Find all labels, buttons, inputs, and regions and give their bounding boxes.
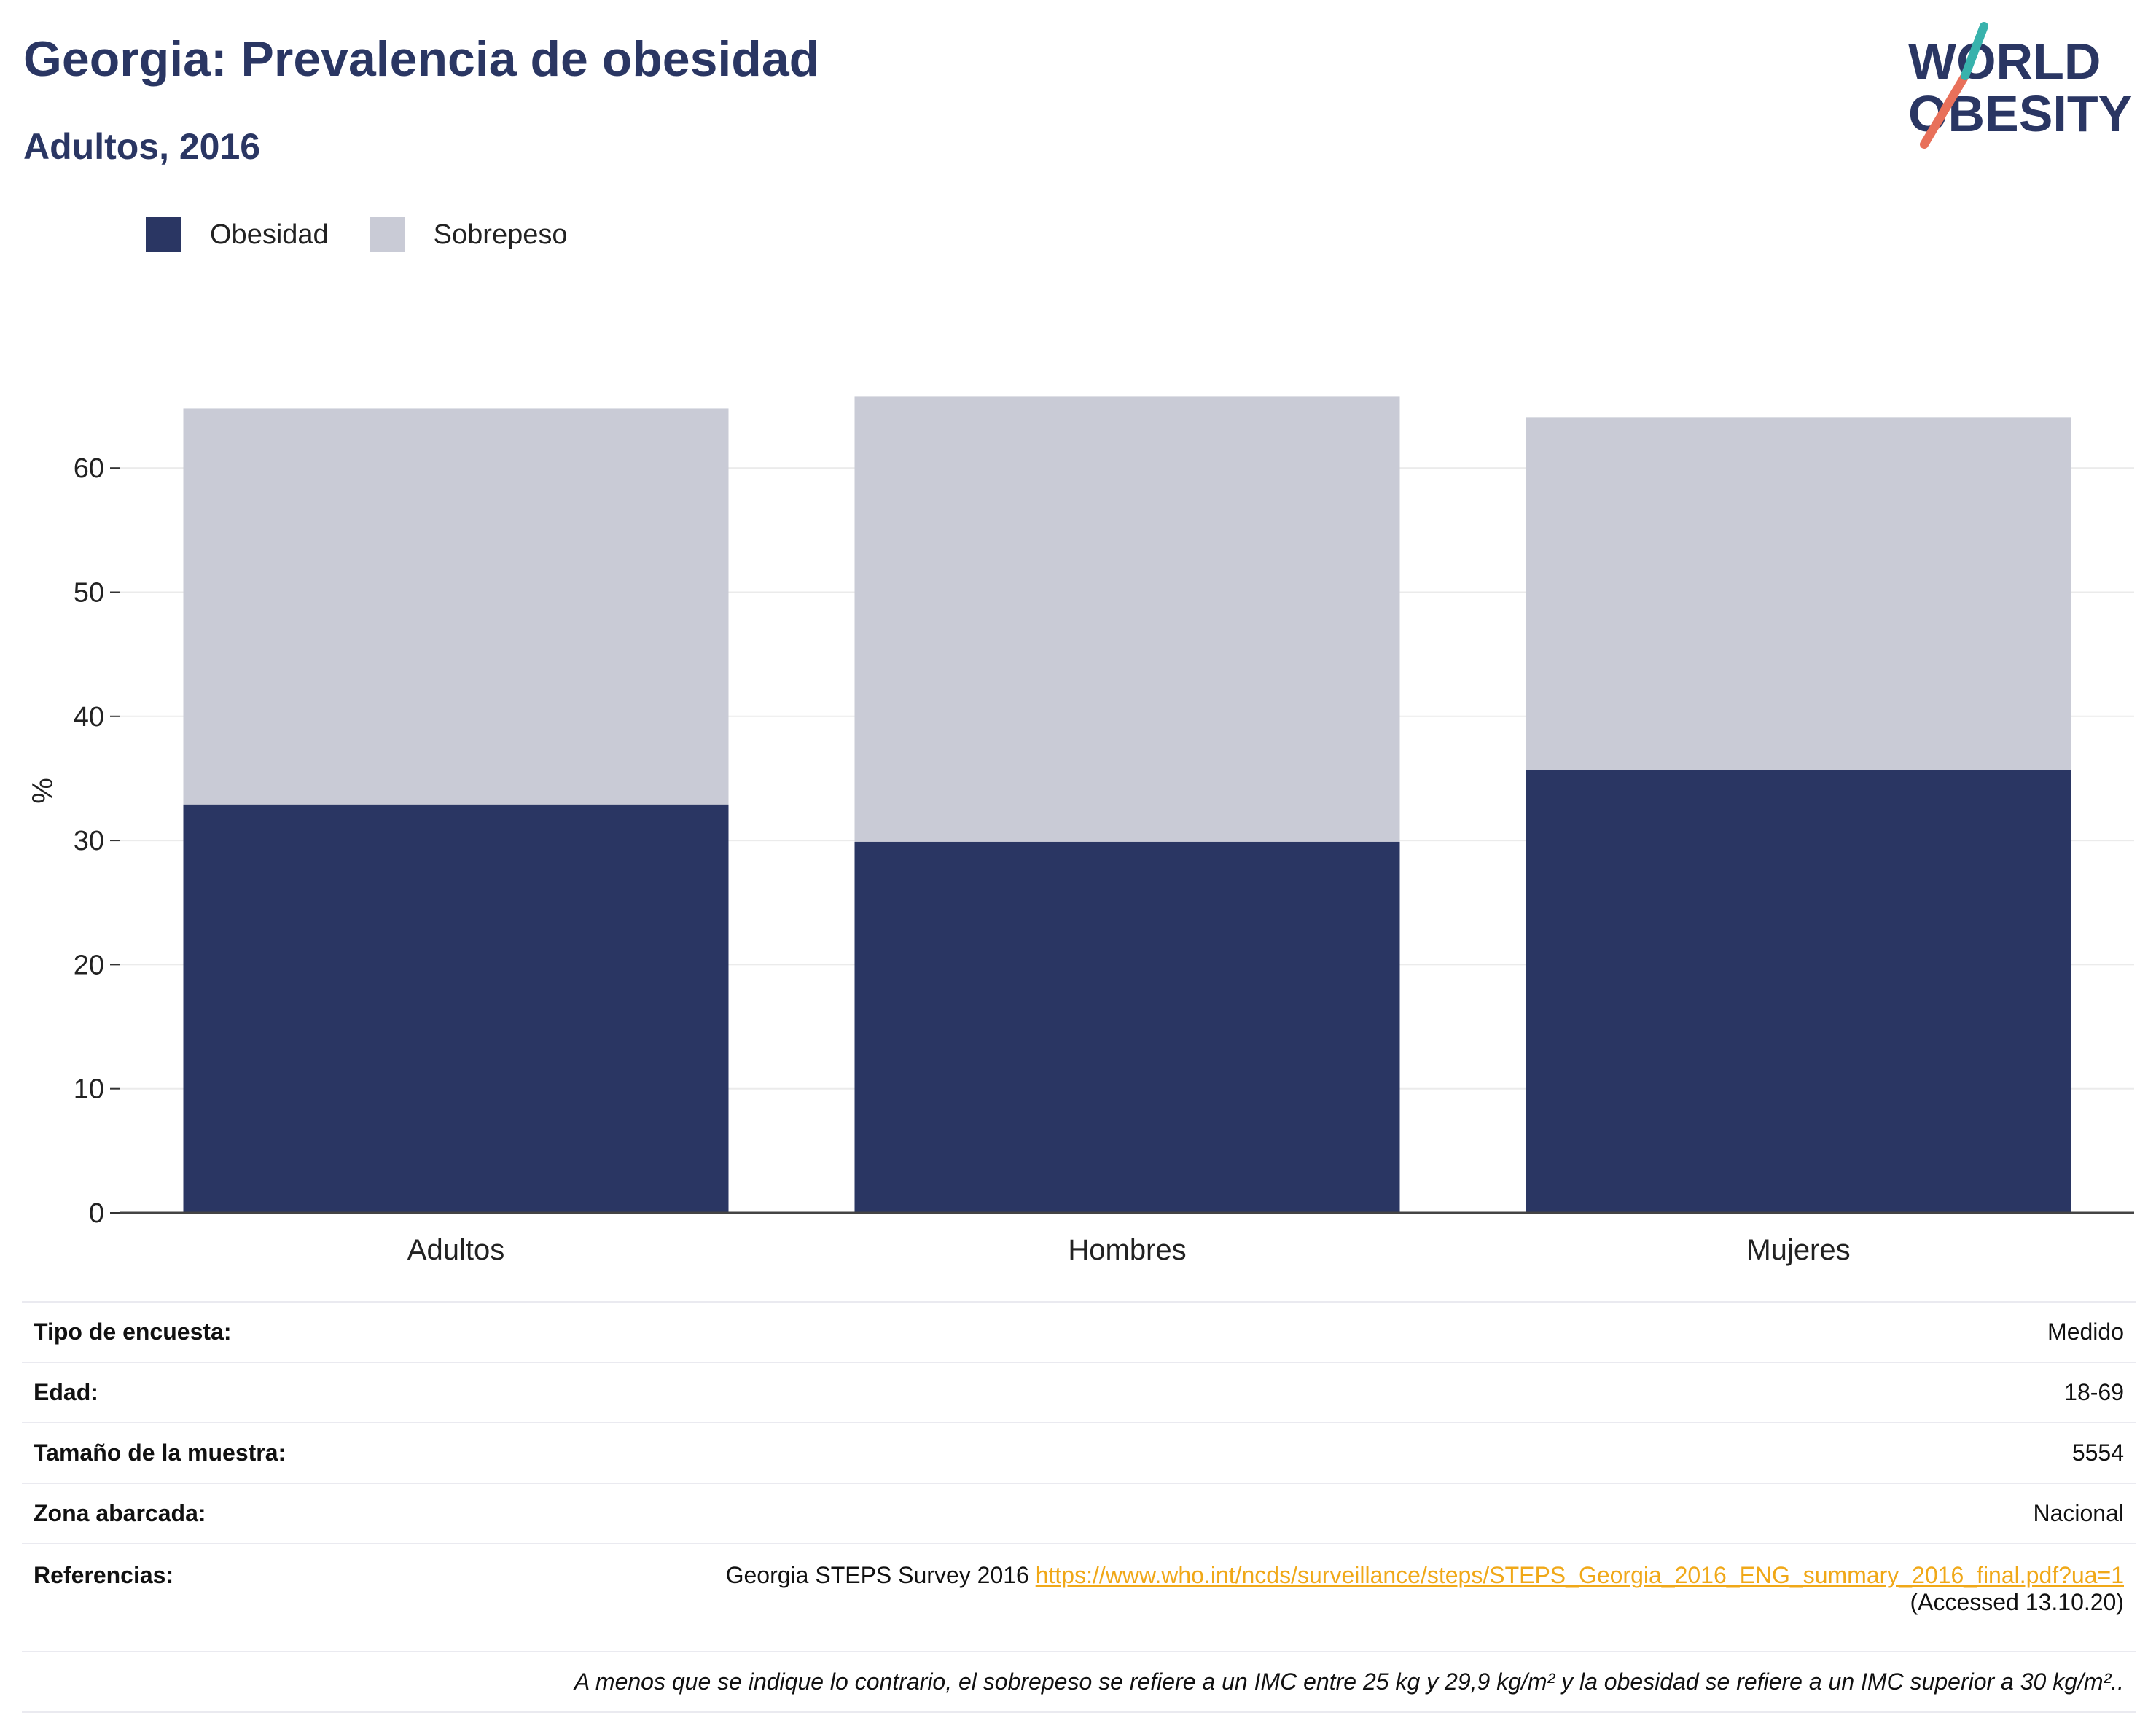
legend-label-obesidad: Obesidad xyxy=(210,219,329,250)
logo-line1: WORLD xyxy=(1908,33,2101,90)
stacked-bar-chart: 0 10 20 30 40 50 60 Adultos Hombres Mujeres % xyxy=(27,396,2134,1266)
y-tick-label: 10 xyxy=(74,1074,104,1105)
info-label: Tamaño de la muestra: xyxy=(22,1422,555,1483)
x-tick-label: Hombres xyxy=(1068,1234,1186,1266)
bars xyxy=(183,396,2071,1213)
y-tick-label: 20 xyxy=(74,950,104,980)
bar-sobrepeso-mujeres[interactable] xyxy=(1526,417,2071,770)
y-axis-label: % xyxy=(27,778,59,804)
legend-item-sobrepeso[interactable]: Sobrepeso xyxy=(369,217,568,252)
world-obesity-logo[interactable]: WORLD OBESITY xyxy=(1895,20,2143,159)
y-tick-label: 60 xyxy=(74,453,104,484)
logo-slash-coral xyxy=(1920,71,1969,149)
survey-info-table: Tipo de encuesta: Medido Edad: 18-69 Tam… xyxy=(22,1301,2136,1713)
reference-text: Georgia STEPS Survey 2016 xyxy=(725,1562,1029,1588)
info-value: 5554 xyxy=(555,1422,2136,1483)
bar-sobrepeso-hombres[interactable] xyxy=(854,396,1400,842)
bar-obesidad-hombres[interactable] xyxy=(854,841,1400,1213)
y-tick-label: 40 xyxy=(74,702,104,733)
bar-obesidad-mujeres[interactable] xyxy=(1526,770,2071,1213)
logo-slash-teal xyxy=(1961,22,1988,80)
legend-item-obesidad[interactable]: Obesidad xyxy=(146,217,329,252)
info-row-edad: Edad: 18-69 xyxy=(22,1362,2136,1423)
references-value: Georgia STEPS Survey 2016 https://www.wh… xyxy=(555,1543,2136,1652)
reference-link[interactable]: https://www.who.int/ncds/surveillance/st… xyxy=(1035,1562,2124,1588)
x-tick-label: Adultos xyxy=(407,1234,504,1266)
info-value: 18-69 xyxy=(555,1362,2136,1423)
y-tick-label: 0 xyxy=(89,1198,104,1229)
y-tick-label: 30 xyxy=(74,826,104,856)
bmi-note: A menos que se indique lo contrario, el … xyxy=(22,1651,2136,1713)
x-tick-label: Mujeres xyxy=(1746,1234,1850,1266)
page-subtitle: Adultos, 2016 xyxy=(23,126,261,167)
y-tick-label: 50 xyxy=(74,577,104,608)
info-row-tipo: Tipo de encuesta: Medido xyxy=(22,1301,2136,1362)
info-value: Medido xyxy=(555,1301,2136,1362)
info-label: Edad: xyxy=(22,1362,555,1423)
page-title: Georgia: Prevalencia de obesidad xyxy=(23,31,820,87)
legend-swatch-sobrepeso xyxy=(369,217,405,252)
info-value: Nacional xyxy=(555,1483,2136,1544)
reference-accessed: (Accessed 13.10.20) xyxy=(1910,1589,2125,1615)
info-row-referencias: Referencias: Georgia STEPS Survey 2016 h… xyxy=(22,1543,2136,1652)
axes: 0 10 20 30 40 50 60 Adultos Hombres Mujeres xyxy=(74,453,2134,1266)
info-label: Zona abarcada: xyxy=(22,1483,555,1544)
info-row-note: A menos que se indique lo contrario, el … xyxy=(22,1651,2136,1713)
chart-legend: Obesidad Sobrepeso xyxy=(146,217,608,252)
bar-sobrepeso-adultos[interactable] xyxy=(183,408,729,805)
info-row-muestra: Tamaño de la muestra: 5554 xyxy=(22,1422,2136,1483)
info-label: Tipo de encuesta: xyxy=(22,1301,555,1362)
legend-label-sobrepeso: Sobrepeso xyxy=(433,219,568,250)
info-label: Referencias: xyxy=(22,1543,555,1652)
legend-swatch-obesidad xyxy=(146,217,181,252)
info-row-zona: Zona abarcada: Nacional xyxy=(22,1483,2136,1544)
bar-obesidad-adultos[interactable] xyxy=(183,804,729,1213)
